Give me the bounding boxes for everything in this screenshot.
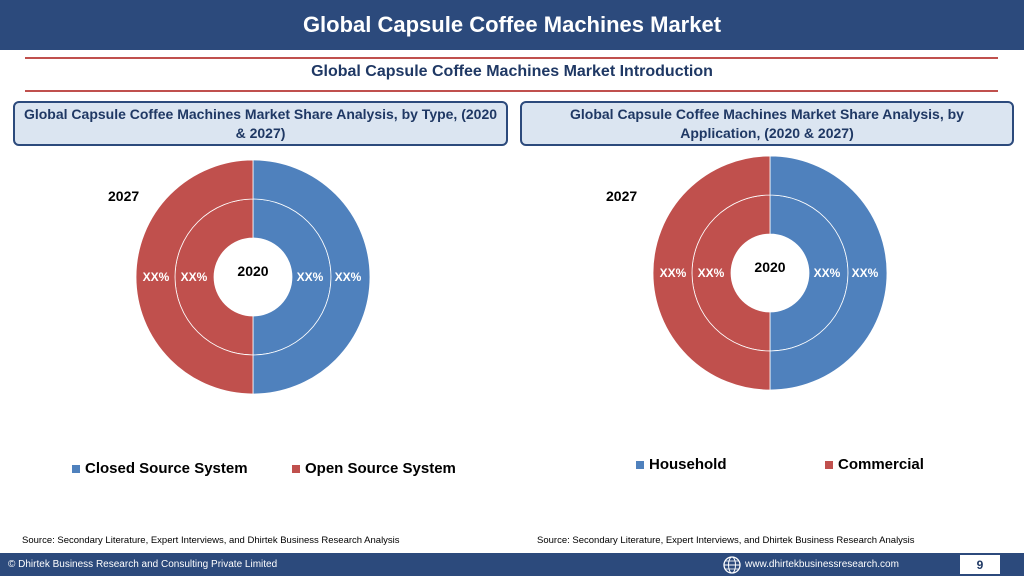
data-label-2020-left: XX% [181,270,208,284]
website-link[interactable]: www.dhirtekbusinessresearch.com [745,559,899,570]
legend-item-commercial: Commercial [825,456,924,473]
slice-2027-closed-source-system [252,159,371,395]
slice-2027-household [769,155,888,391]
data-label-2027-left: XX% [660,266,687,280]
data-label-2020-right: XX% [814,266,841,280]
bottom-divider [25,90,998,92]
type-donut-chart: 2020 XX% XX% XX% XX% [135,159,371,395]
title-bar: Global Capsule Coffee Machines Market [0,0,1024,50]
application-donut-chart: 2020 XX% XX% XX% XX% [652,155,888,391]
legend-label: Commercial [838,456,924,473]
legend-swatch-red [825,460,833,469]
type-chart-title: Global Capsule Coffee Machines Market Sh… [23,105,498,141]
year-2020-label: 2020 [237,263,268,279]
data-label-2020-left: XX% [698,266,725,280]
type-year-2027-label: 2027 [108,188,140,204]
slice-2027-commercial [652,155,771,391]
legend-label: Household [649,456,727,473]
legend-item-closed-source: Closed Source System [72,460,248,477]
year-2020-label: 2020 [754,259,785,275]
copyright-text: © Dhirtek Business Research and Consulti… [8,559,278,570]
top-divider [25,57,998,59]
legend-swatch-blue [72,464,80,473]
type-chart-title-box: Global Capsule Coffee Machines Market Sh… [13,101,508,146]
slice-2027-open-source-system [135,159,254,395]
source-note-right: Source: Secondary Literature, Expert Int… [537,535,915,546]
donut-hole [214,238,292,316]
data-label-2020-right: XX% [297,270,324,284]
source-note-left: Source: Secondary Literature, Expert Int… [22,535,400,546]
legend-swatch-blue [636,460,644,469]
legend-item-open-source: Open Source System [292,460,456,477]
application-chart-title: Global Capsule Coffee Machines Market Sh… [570,105,964,141]
data-label-2027-right: XX% [852,266,879,280]
legend-label: Open Source System [305,460,456,477]
application-chart-title-box: Global Capsule Coffee Machines Market Sh… [520,101,1014,146]
donut-hole [731,234,809,312]
footer-bar: © Dhirtek Business Research and Consulti… [0,553,1024,576]
page-title: Global Capsule Coffee Machines Market [302,12,722,37]
legend-swatch-red [292,464,300,473]
globe-icon [723,556,741,574]
intro-subtitle: Global Capsule Coffee Machines Market In… [311,63,713,80]
data-label-2027-right: XX% [335,270,362,284]
page-number: 9 [960,555,1000,574]
legend-label: Closed Source System [85,460,248,477]
legend-item-household: Household [636,456,727,473]
data-label-2027-left: XX% [143,270,170,284]
application-year-2027-label: 2027 [606,188,638,204]
